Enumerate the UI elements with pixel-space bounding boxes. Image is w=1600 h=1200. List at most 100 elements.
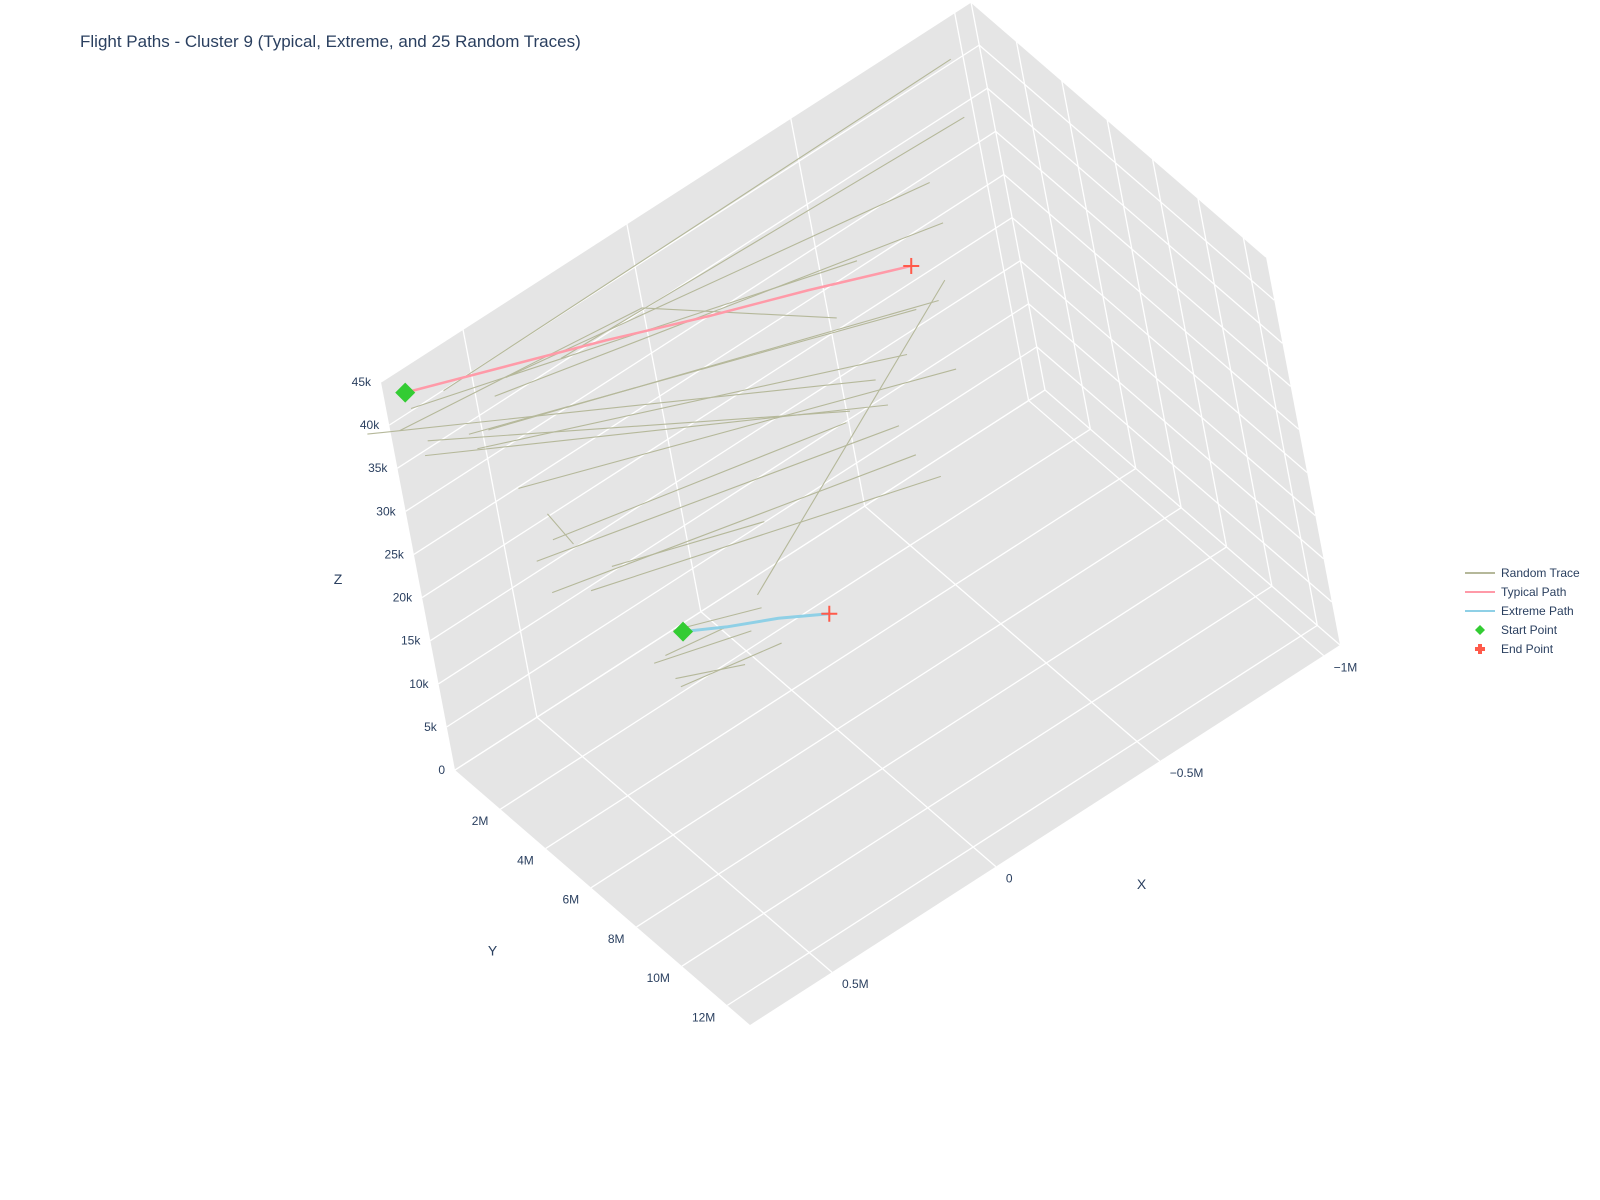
grid-x-floor-1 — [864, 505, 1161, 762]
tick-x-1: −0.5M — [1170, 766, 1204, 780]
tick-z-9: 45k — [352, 375, 372, 389]
grid-z-right-6 — [995, 130, 1292, 387]
axis-panes — [381, 2, 1340, 1025]
legend-item-0[interactable]: Random Trace — [1465, 563, 1580, 582]
axis-title-x: X — [1137, 876, 1147, 892]
random-trace-13 — [552, 422, 847, 541]
grid-x-wall-1 — [790, 117, 866, 507]
grid-y-wall-6 — [1242, 237, 1318, 626]
grid-z-left-4 — [421, 217, 1013, 599]
random-trace-10 — [477, 353, 908, 450]
tick-z-4: 20k — [393, 591, 413, 605]
random-trace-18 — [675, 664, 746, 680]
random-trace-4 — [424, 404, 889, 457]
plot-3d[interactable]: 0 5k 10k 15k 20k 25k 30k 35k 40k 45k 2M 4M 6M 8M 10M 12… — [0, 0, 1420, 1200]
grid-y-floor-3 — [590, 507, 1182, 889]
grid-z-right-7 — [987, 87, 1283, 344]
extreme-path — [681, 612, 831, 634]
floor-pane — [455, 390, 1340, 1025]
legend-item-2[interactable]: Extreme Path — [1465, 601, 1580, 620]
tick-z-1: 5k — [424, 720, 438, 734]
random-trace-7 — [494, 222, 944, 397]
grid-y-wall-4 — [1151, 158, 1228, 548]
random-trace-19 — [665, 626, 727, 656]
grid-y-wall-2 — [1061, 80, 1137, 469]
legend-label-2: Extreme Path — [1501, 603, 1574, 618]
legend-label-3: Start Point — [1501, 622, 1558, 637]
random-trace-14 — [551, 454, 917, 594]
tick-y-5: 10M — [647, 971, 670, 985]
grid-y-wall-5 — [1197, 198, 1273, 587]
legend-swatch-2 — [1465, 610, 1495, 612]
legend[interactable]: Random Trace Typical Path Extreme Path Star… — [1465, 563, 1580, 658]
grid-z-left-1 — [446, 346, 1038, 728]
random-trace-6 — [505, 182, 930, 378]
grid-z-left-3 — [429, 260, 1021, 642]
tick-labels: 0 5k 10k 15k 20k 25k 30k 35k 40k 45k 2M 4M 6M 8M 10M 12… — [352, 375, 1358, 1024]
legend-swatch-4 — [1475, 644, 1485, 654]
legend-cross-4 — [1475, 644, 1485, 654]
back-left-pane — [381, 2, 1045, 770]
tick-z-5: 25k — [385, 547, 405, 561]
random-trace-17 — [611, 521, 765, 567]
legend-label-4: End Point — [1501, 641, 1554, 656]
grid-z-right-4 — [1011, 217, 1308, 474]
legend-diamond-3 — [1475, 625, 1485, 635]
random-trace-24 — [518, 368, 957, 489]
random-trace-12 — [757, 279, 946, 596]
grid-y-floor-5 — [681, 585, 1273, 967]
grid-y-floor-2 — [545, 467, 1137, 850]
tick-x-3: 0.5M — [842, 977, 869, 991]
tick-z-7: 35k — [368, 461, 388, 475]
start-point-1 — [673, 621, 694, 642]
grid-z-right-3 — [1019, 260, 1316, 517]
axis-titles: Z Y X — [334, 571, 1147, 959]
grid-z-left-6 — [405, 130, 997, 512]
markers — [395, 257, 920, 642]
random-trace-11 — [468, 308, 917, 435]
random-trace-5 — [443, 58, 952, 392]
legend-label-0: Random Trace — [1501, 565, 1580, 580]
random-trace-2 — [399, 307, 837, 432]
grid-y-wall-0 — [970, 1, 1046, 391]
grid-z-right-9 — [970, 1, 1267, 258]
tick-y-2: 4M — [517, 853, 534, 867]
random-trace-3 — [427, 410, 850, 442]
grid-z-right-1 — [1036, 346, 1333, 603]
tick-y-6: 12M — [692, 1010, 715, 1024]
tick-y-4: 8M — [608, 932, 625, 946]
tick-y-3: 6M — [562, 893, 579, 907]
grid-y-floor-1 — [500, 428, 1091, 810]
random-trace-23 — [547, 513, 574, 545]
legend-item-4[interactable]: End Point — [1465, 639, 1580, 658]
random-trace-20 — [654, 630, 752, 664]
tick-z-3: 15k — [401, 634, 421, 648]
grid-y-wall-1 — [1015, 41, 1092, 430]
tick-z-6: 30k — [376, 504, 396, 518]
grid-x-floor-3 — [536, 716, 833, 973]
end-point-0 — [903, 257, 920, 274]
chart-title: Flight Paths - Cluster 9 (Typical, Extre… — [80, 32, 581, 51]
start-point-0 — [395, 382, 416, 403]
traces — [367, 58, 965, 688]
grid-x-wall-2 — [626, 223, 702, 612]
grid-z-left-0 — [454, 389, 1046, 771]
legend-item-3[interactable]: Start Point — [1465, 620, 1580, 639]
tick-y-1: 2M — [472, 814, 489, 828]
random-trace-8 — [560, 116, 965, 359]
legend-item-1[interactable]: Typical Path — [1465, 582, 1580, 601]
back-right-pane — [971, 2, 1340, 645]
axis-title-z: Z — [334, 571, 343, 587]
grid-z-right-8 — [978, 44, 1275, 301]
tick-z-0: 0 — [438, 763, 445, 777]
tick-z-2: 10k — [409, 677, 429, 691]
tick-z-8: 40k — [360, 418, 380, 432]
random-trace-15 — [536, 425, 900, 562]
grid-x-wall-0 — [953, 12, 1030, 401]
grid-x-floor-0 — [1028, 400, 1325, 657]
legend-label-1: Typical Path — [1501, 584, 1567, 599]
grid-z-right-0 — [1044, 389, 1341, 646]
random-trace-0 — [367, 379, 876, 435]
grid-y-floor-6 — [726, 624, 1318, 1006]
grid-z-left-2 — [438, 303, 1029, 685]
